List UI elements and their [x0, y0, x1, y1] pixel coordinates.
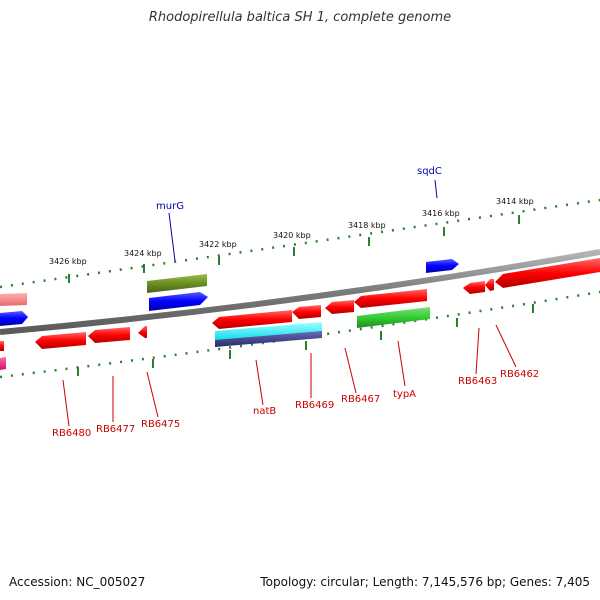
kbp-label-3424: 3424 kbp	[124, 249, 162, 258]
kbp-label-3414: 3414 kbp	[496, 197, 534, 206]
kbp-ticks	[68, 215, 520, 283]
pointer-RB6475	[146, 371, 159, 418]
gene-RB6467[interactable]	[325, 300, 354, 314]
gene-green-typA[interactable]	[357, 307, 430, 328]
pointer-natB	[255, 359, 264, 406]
gene-RB6469[interactable]	[292, 305, 321, 319]
gene-label-sqdC[interactable]: sqdC	[417, 166, 442, 177]
gene-typA-red[interactable]	[354, 289, 427, 308]
kbp-label-3416: 3416 kbp	[422, 209, 460, 218]
gene-label-typA[interactable]: typA	[393, 389, 416, 400]
gene-label-RB6475[interactable]: RB6475	[141, 419, 180, 430]
genome-backbone	[0, 249, 600, 335]
gene-blue-left-edge[interactable]	[0, 311, 28, 326]
gene-RB6475[interactable]	[138, 326, 147, 338]
pointer-RB6462	[495, 324, 517, 368]
pointer-RB6467	[344, 347, 357, 394]
gene-label-natB[interactable]: natB	[253, 406, 276, 417]
kbp-label-3422: 3422 kbp	[199, 240, 237, 249]
gene-RB6480[interactable]	[35, 332, 86, 349]
kbp-label-3420: 3420 kbp	[273, 231, 311, 240]
gene-RB6477[interactable]	[88, 327, 130, 343]
pointer-murG	[168, 212, 176, 262]
kbp-label-3418: 3418 kbp	[348, 221, 386, 230]
accession-text: Accession: NC_005027	[9, 575, 146, 589]
gene-blue-forward[interactable]	[149, 292, 208, 311]
gene-label-RB6469[interactable]: RB6469	[295, 400, 334, 411]
gene-RB6463[interactable]	[463, 281, 485, 294]
gene-red-left-edge[interactable]	[0, 341, 4, 351]
gene-pink-left[interactable]	[0, 293, 27, 306]
gene-label-murG[interactable]: murG	[156, 201, 184, 212]
gene-label-RB6467[interactable]: RB6467	[341, 394, 380, 405]
gene-RB6462[interactable]	[495, 258, 600, 288]
kbp-label-3426: 3426 kbp	[49, 257, 87, 266]
gene-label-RB6477[interactable]: RB6477	[96, 424, 135, 435]
gene-label-RB6462[interactable]: RB6462	[500, 369, 539, 380]
gene-label-RB6463[interactable]: RB6463	[458, 376, 497, 387]
gene-blue-sqdC[interactable]	[426, 259, 459, 273]
gene-small-red-1[interactable]	[485, 279, 494, 291]
pointer-sqdC	[434, 179, 438, 199]
gene-cyan-natB[interactable]	[215, 322, 322, 342]
gene-natB-red[interactable]	[212, 310, 292, 329]
gene-label-RB6480[interactable]: RB6480	[52, 428, 91, 439]
gene-navy-natB[interactable]	[215, 331, 322, 347]
topology-text: Topology: circular; Length: 7,145,576 bp…	[260, 575, 590, 589]
map-title: Rhodopirellula baltica SH 1, complete ge…	[148, 10, 452, 25]
gene-magenta-left-edge[interactable]	[0, 357, 6, 370]
pointer-RB6463	[475, 327, 480, 375]
gene-olive-murG[interactable]	[147, 274, 207, 293]
reverse-ticks	[77, 304, 534, 376]
pointer-RB6480	[62, 379, 70, 427]
pointer-typA	[397, 340, 406, 387]
